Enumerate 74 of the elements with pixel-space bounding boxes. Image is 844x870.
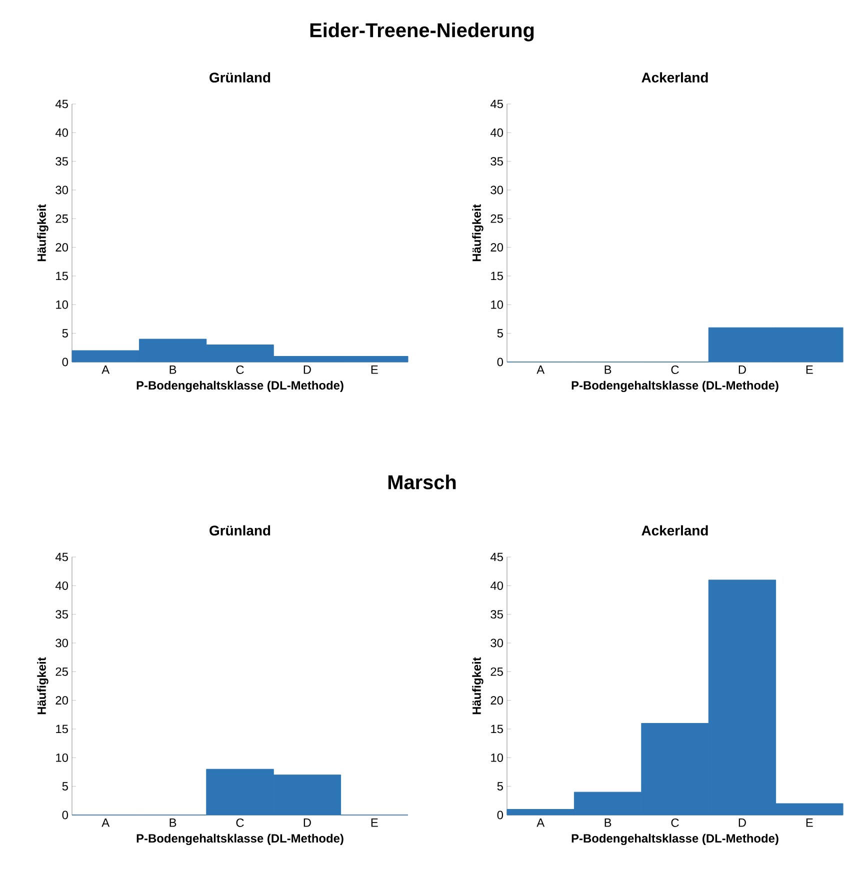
x-tick-label: D (304, 366, 311, 374)
x-tick-label: E (371, 366, 378, 374)
y-tick-label: 35 (56, 610, 68, 619)
x-tick-label: C (671, 366, 679, 374)
y-axis-title: Häufigkeit (37, 204, 48, 262)
x-tick-label: B (604, 366, 612, 374)
y-tick-label: 30 (490, 638, 504, 648)
x-tick-label: D (738, 818, 746, 827)
x-axis-title: P-Bodengehaltsklasse (DL-Methode) (572, 380, 778, 392)
y-tick-label: 45 (55, 552, 68, 562)
x-tick-label: A (536, 366, 545, 374)
x-axis-title: P-Bodengehaltsklasse (DL-Methode) (136, 380, 344, 392)
y-tick-label: 30 (56, 638, 68, 648)
y-axis-title: Häufigkeit (472, 657, 484, 714)
y-tick-label: 0 (497, 358, 504, 366)
x-axis-title: P-Bodengehaltsklasse (DL-Methode) (136, 834, 344, 846)
y-tick-label: 5 (62, 782, 68, 790)
x-axis-title: P-Bodengehaltsklasse (DL-Methode) (572, 834, 778, 846)
y-tick-label: 35 (490, 157, 503, 166)
x-tick-label: B (170, 366, 176, 374)
x-tick-label: B (604, 818, 612, 827)
y-tick-label: 25 (490, 667, 503, 676)
y-tick-label: 5 (497, 782, 503, 790)
y-tick-label: 20 (490, 243, 504, 252)
y-tick-label: 20 (56, 696, 68, 705)
y-tick-label: 20 (56, 243, 68, 252)
y-tick-label: 15 (56, 272, 68, 280)
x-tick-label: E (371, 818, 378, 827)
y-tick-label: 40 (55, 581, 68, 590)
x-tick-label: C (236, 818, 244, 827)
x-tick-label: A (102, 366, 110, 374)
y-tick-label: 0 (497, 810, 504, 820)
y-tick-label: 20 (490, 696, 504, 705)
y-tick-label: 0 (62, 358, 68, 366)
x-tick-label: B (170, 818, 176, 827)
x-tick-label: C (671, 818, 679, 827)
y-tick-label: 25 (56, 667, 68, 676)
y-axis-title: Häufigkeit (472, 204, 484, 262)
y-tick-label: 35 (490, 610, 503, 619)
x-tick-label: A (102, 818, 110, 827)
y-tick-label: 45 (490, 100, 503, 108)
y-axis-title: Häufigkeit (37, 657, 48, 714)
y-tick-label: 25 (56, 214, 68, 223)
y-tick-label: 40 (55, 128, 68, 137)
y-tick-label: 10 (491, 753, 504, 762)
x-tick-label: D (304, 818, 311, 827)
chart-title: Ackerland (642, 525, 708, 536)
y-tick-label: 25 (490, 214, 503, 223)
y-tick-label: 10 (56, 753, 68, 762)
text: Eider-Treene-Niederung (310, 22, 534, 42)
y-tick-label: 10 (491, 300, 504, 309)
y-tick-label: 15 (491, 724, 503, 734)
y-tick-label: 40 (490, 128, 504, 137)
x-tick-label: A (536, 818, 545, 827)
y-tick-label: 30 (490, 186, 504, 194)
y-tick-label: 35 (56, 157, 68, 166)
y-tick-label: 10 (56, 300, 68, 309)
x-tick-label: C (236, 366, 244, 374)
x-tick-label: E (806, 818, 813, 827)
y-tick-label: 0 (62, 810, 68, 820)
y-tick-label: 5 (62, 329, 68, 338)
y-tick-label: 15 (56, 724, 68, 734)
y-tick-label: 45 (55, 100, 68, 108)
text: Marsch (388, 474, 456, 490)
y-tick-label: 45 (490, 552, 503, 562)
y-tick-label: 40 (490, 581, 504, 590)
y-tick-label: 5 (497, 329, 503, 338)
chart-title: Grünland (210, 525, 270, 536)
chart-title: Ackerland (642, 72, 708, 83)
chart-title: Grünland (210, 72, 270, 83)
x-tick-label: E (806, 366, 813, 374)
x-tick-label: D (738, 366, 746, 374)
y-tick-label: 15 (491, 272, 503, 280)
y-tick-label: 30 (56, 186, 68, 194)
